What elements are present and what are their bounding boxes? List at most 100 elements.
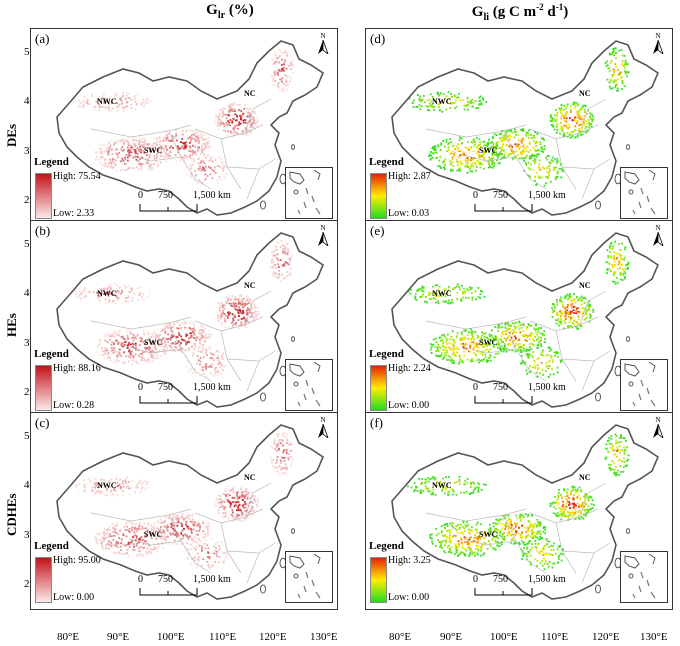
scale-end: 1,500 km bbox=[528, 382, 566, 393]
province-boundary bbox=[194, 124, 264, 140]
island bbox=[626, 528, 630, 534]
lon-tick-120-right: 120°E bbox=[592, 631, 620, 643]
island bbox=[626, 336, 630, 342]
north-label: N bbox=[655, 32, 661, 40]
china-map bbox=[391, 424, 659, 600]
province-boundary bbox=[579, 98, 607, 134]
china-map bbox=[56, 40, 324, 216]
legend-low-value: Low: 0.28 bbox=[53, 400, 95, 411]
legend-title: Legend bbox=[34, 348, 69, 360]
province-boundary bbox=[425, 508, 527, 522]
legend-high-value: High: 88.16 bbox=[53, 363, 101, 374]
province-boundary bbox=[168, 514, 212, 574]
intensity-dots bbox=[72, 239, 293, 378]
province-boundary bbox=[581, 168, 595, 200]
scale-zero: 0 bbox=[473, 574, 478, 585]
country-fill bbox=[57, 41, 323, 215]
legend-color-ramp bbox=[370, 557, 387, 603]
legend-title: Legend bbox=[369, 540, 404, 552]
island bbox=[595, 584, 601, 594]
scale-zero: 0 bbox=[473, 190, 478, 201]
country-outline bbox=[391, 232, 659, 408]
lon-tick-100-left: 100°E bbox=[157, 631, 185, 643]
north-label: N bbox=[655, 416, 661, 424]
north-arrow-icon: N bbox=[650, 416, 666, 440]
province-boundary bbox=[244, 98, 272, 134]
south-china-sea-inset bbox=[285, 551, 333, 603]
north-arrow-icon: N bbox=[650, 32, 666, 56]
country-outline bbox=[391, 40, 659, 216]
province-boundary bbox=[503, 130, 547, 190]
province-boundary bbox=[168, 322, 212, 382]
north-arrow-icon: N bbox=[650, 224, 666, 248]
panel-c-cdhes-glr: (c) NWC NC SWC N Legend High: 95.00 Low: 0.00 0 7… bbox=[30, 412, 338, 610]
scale-end: 1,500 km bbox=[193, 190, 231, 201]
legend-title: Legend bbox=[369, 348, 404, 360]
scale-mid: 750 bbox=[158, 190, 173, 201]
province-boundary bbox=[579, 482, 607, 518]
china-map bbox=[391, 40, 659, 216]
province-boundary bbox=[90, 124, 192, 138]
province-boundary bbox=[529, 508, 599, 524]
scale-mid: 750 bbox=[158, 574, 173, 585]
island bbox=[260, 584, 266, 594]
island bbox=[260, 200, 266, 210]
intensity-dots bbox=[407, 433, 630, 571]
legend-title: Legend bbox=[34, 156, 69, 168]
legend-color-ramp bbox=[35, 557, 52, 603]
legend-low-value: Low: 0.00 bbox=[388, 592, 430, 603]
region-label-nc: NC bbox=[244, 473, 256, 482]
china-map bbox=[56, 424, 324, 600]
region-label-swc: SWC bbox=[144, 146, 163, 155]
legend-high-value: High: 2.87 bbox=[388, 171, 431, 182]
island bbox=[260, 392, 266, 402]
scale-end: 1,500 km bbox=[528, 574, 566, 585]
panel-d-des-gli: (d) NWC NC SWC N Legend High: 2.87 Low: 0.03 0 75… bbox=[365, 28, 673, 226]
legend-title: Legend bbox=[34, 540, 69, 552]
china-map bbox=[391, 232, 659, 408]
province-boundary bbox=[246, 360, 260, 392]
north-arrow-icon: N bbox=[315, 224, 331, 248]
region-label-nwc: NWC bbox=[432, 97, 452, 106]
region-label-nwc: NWC bbox=[432, 481, 452, 490]
south-china-sea-inset bbox=[285, 167, 333, 219]
country-fill bbox=[57, 425, 323, 599]
scale-mid: 750 bbox=[158, 382, 173, 393]
scale-mid: 750 bbox=[493, 382, 508, 393]
island bbox=[291, 144, 295, 150]
south-china-sea-inset bbox=[620, 167, 668, 219]
row-label-des: DEs bbox=[4, 123, 19, 147]
province-boundary bbox=[463, 538, 517, 546]
row-label-hes: HEs bbox=[4, 313, 19, 337]
south-china-sea-inset bbox=[620, 551, 668, 603]
province-boundary bbox=[425, 316, 527, 330]
panel-label: (f) bbox=[370, 415, 383, 430]
island bbox=[626, 144, 630, 150]
legend-high-value: High: 3.25 bbox=[388, 555, 431, 566]
region-label-swc: SWC bbox=[479, 146, 498, 155]
province-boundary bbox=[128, 346, 182, 354]
intensity-dots bbox=[74, 431, 294, 571]
legend-color-ramp bbox=[35, 173, 52, 219]
province-boundary bbox=[529, 124, 599, 140]
region-label-swc: SWC bbox=[479, 530, 498, 539]
region-label-nwc: NWC bbox=[432, 289, 452, 298]
scale-zero: 0 bbox=[138, 382, 143, 393]
scale-bar: 0 750 1,500 km bbox=[446, 382, 586, 412]
region-label-nc: NC bbox=[244, 89, 256, 98]
province-boundary bbox=[90, 508, 192, 522]
country-outline bbox=[391, 424, 659, 600]
lon-tick-100-right: 100°E bbox=[490, 631, 518, 643]
province-boundary bbox=[246, 552, 260, 584]
legend-high-value: High: 95.00 bbox=[53, 555, 101, 566]
legend-low-value: Low: 0.00 bbox=[53, 592, 95, 603]
scale-zero: 0 bbox=[473, 382, 478, 393]
lon-tick-90-right: 90°E bbox=[440, 631, 463, 643]
panel-label: (c) bbox=[35, 415, 50, 430]
region-label-swc: SWC bbox=[144, 338, 163, 347]
legend-color-ramp bbox=[35, 365, 52, 411]
scale-bar: 0 750 1,500 km bbox=[446, 190, 586, 220]
province-boundary bbox=[168, 130, 212, 190]
scale-end: 1,500 km bbox=[193, 574, 231, 585]
north-label: N bbox=[320, 224, 326, 232]
